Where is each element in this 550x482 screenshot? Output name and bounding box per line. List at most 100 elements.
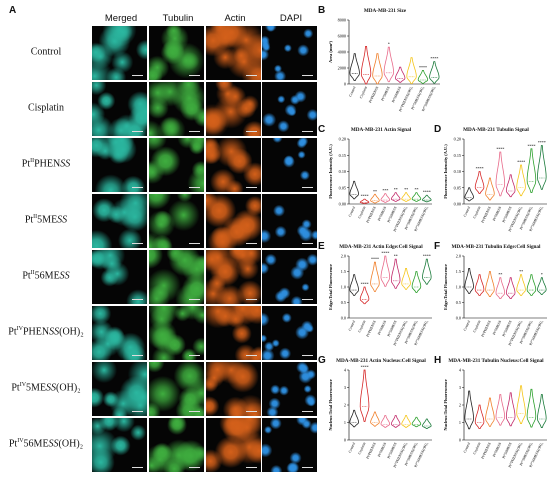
micrograph-actin (206, 306, 261, 360)
micrograph-dapi (262, 194, 317, 248)
panel-label-e: E (318, 241, 325, 252)
y-tick-label: 0.05 (454, 185, 461, 190)
y-tick-label: 0.10 (454, 169, 461, 174)
row-label: PtIV5MESS(OH)₂ (2, 382, 90, 393)
row-label-sup: II (30, 158, 35, 164)
category-label: PtᴵᴵPHENSS (481, 320, 492, 338)
category-label: Ptᴵᴵ5MESS (492, 442, 502, 458)
category-label: Ptᴵᴵ5MESS (380, 86, 390, 102)
row-label-tail: (OH)₂ (56, 382, 81, 394)
violin (390, 258, 401, 289)
row-label-base: Pt (8, 326, 17, 338)
significance-label: **** (538, 140, 546, 145)
y-axis-label: Fluorescence Intensity (A.U.) (328, 144, 333, 199)
row-label-em: SS (60, 158, 71, 170)
scale-bar (132, 131, 143, 132)
scale-bar (132, 187, 143, 188)
micrograph-tubulin (149, 138, 204, 192)
panel-label-h: H (434, 355, 442, 366)
row-label: PtIV56MESS(OH)₂ (2, 438, 90, 449)
y-axis-label: Nucleus:Total Fluorescence (328, 379, 333, 430)
y-axis-label: Edge:Total Fluorescence (328, 264, 333, 310)
chart-svg: 0.00 0.05 0.10 0.15 0.20 Fluorescence Intensi… (328, 137, 432, 232)
y-tick-label: 4 (459, 368, 462, 373)
significance-label: **** (423, 254, 431, 259)
y-tick-label: 1.5 (341, 269, 346, 274)
violin (505, 277, 516, 300)
significance-label: **** (371, 257, 379, 262)
violin (526, 388, 537, 428)
y-tick-label: 0.00 (454, 202, 461, 207)
chart-title: MDA-MB-231 Tubulin Edge:Cell Signal (451, 244, 541, 250)
scale-bar (189, 411, 200, 412)
y-axis-label: Nucleus:Total Fluorescence (443, 379, 448, 430)
scale-bar (132, 75, 143, 76)
violin (401, 415, 411, 428)
category-label: Ptᴵᴵ56MESS (502, 320, 513, 337)
category-label: Control (348, 86, 356, 98)
violin (417, 70, 429, 84)
y-axis-label: Fluorescence Intensity (A.U.) (443, 144, 448, 199)
micrograph-dapi (262, 138, 317, 192)
violin (516, 274, 526, 296)
violin (474, 404, 485, 430)
scale-bar (302, 411, 313, 412)
category-label: Ptᴵᴵ56MESS (502, 442, 513, 459)
significance-label: ** (373, 189, 377, 194)
micrograph-dapi (262, 306, 317, 360)
category-label: Cisplatin (472, 206, 481, 220)
violin (505, 174, 516, 198)
violin (370, 193, 380, 204)
row-label: PtII56MESS (2, 270, 90, 281)
column-header-tubulin: Tubulin (162, 13, 194, 24)
y-tick-label: 0.20 (339, 137, 346, 142)
chart-svg: 0.00 0.05 0.10 0.15 0.20 Fluorescence Intensi… (443, 137, 547, 232)
significance-label: **** (527, 143, 535, 148)
micrograph-dapi (262, 362, 317, 416)
scale-bar (189, 75, 200, 76)
y-tick-label: 0 (459, 438, 461, 443)
chart-svg: 0 1 2 3 4 Nucleus:Total Fluorescence Control **… (328, 365, 432, 468)
micrograph-tubulin (149, 194, 204, 248)
scale-bar (302, 243, 313, 244)
row-label-tail: (OH)₂ (59, 326, 84, 338)
row-label-base: Pt (22, 270, 31, 282)
scale-bar (132, 299, 143, 300)
micrograph-merged (92, 362, 147, 416)
scale-bar (302, 467, 313, 468)
violin (485, 177, 495, 201)
chart-svg: 0.0 0.5 1.0 1.5 2.0 Edge:Total Fluorescence Co… (443, 254, 547, 346)
micrograph-merged (92, 26, 147, 80)
scale-bar (189, 299, 200, 300)
scale-bar (246, 75, 257, 76)
chart-svg: 0 2000 4000 6000 8000 Area (mm²) Control Cispla… (328, 18, 440, 112)
significance-label: * (388, 42, 390, 47)
row-label-em: SS (48, 438, 59, 450)
micrograph-merged (92, 82, 147, 136)
scale-bar (302, 299, 313, 300)
violin (537, 145, 547, 190)
violin (411, 416, 422, 428)
category-label: Cisplatin (357, 320, 366, 334)
chart-svg: 0.0 0.5 1.0 1.5 2.0 Edge:Total Fluorescence Co… (328, 251, 432, 346)
violin (383, 46, 394, 83)
violin (474, 274, 485, 296)
row-label: Cisplatin (2, 102, 90, 113)
chart-title: MDA-MB-231 Actin Nucleus:Cell Signal (336, 358, 426, 364)
significance-label: ** (404, 187, 408, 192)
violin (495, 394, 506, 426)
micrograph-tubulin (149, 250, 204, 304)
row-label-base: Pt (24, 214, 34, 226)
scale-bar (246, 131, 257, 132)
micrograph-actin (206, 138, 261, 192)
micrograph-actin (206, 418, 261, 472)
violin (370, 411, 380, 427)
violin (349, 180, 359, 200)
violin (495, 151, 506, 197)
violin (360, 46, 372, 85)
chart-title: MDA-MB-231 Actin Signal (350, 127, 412, 133)
y-tick-label: 4 (344, 368, 347, 373)
y-tick-label: 3 (459, 385, 461, 390)
category-label: Ptᴵᴵ5MESS (492, 206, 502, 222)
y-tick-label: 1 (459, 420, 461, 425)
